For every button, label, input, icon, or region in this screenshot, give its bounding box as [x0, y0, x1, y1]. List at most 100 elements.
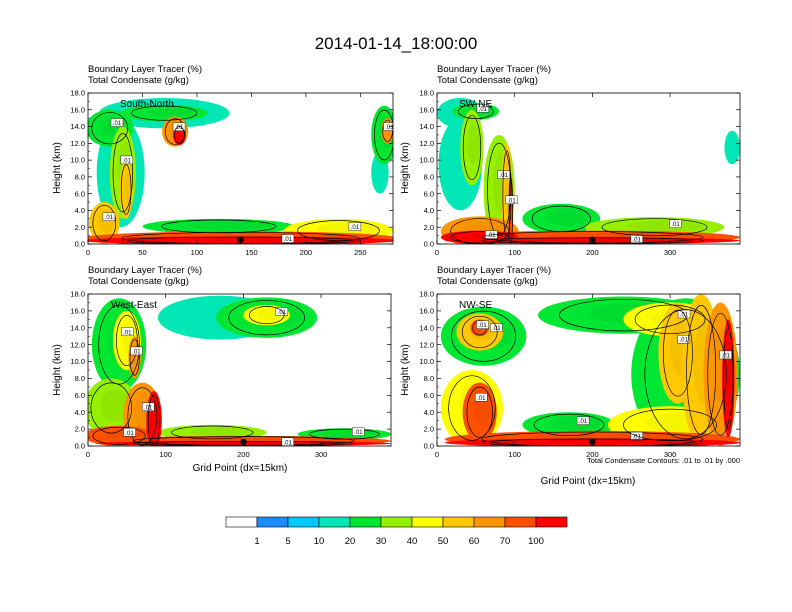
condensate-contour: [297, 220, 380, 241]
tracer-core-20: [545, 209, 589, 226]
contour-label: .01: [113, 121, 122, 127]
x-tick-label: 0: [86, 450, 90, 459]
x-axis-title: Grid Point (dx=15km): [193, 463, 288, 474]
condensate-contour: [98, 304, 140, 385]
y-tick-label: 18.0: [419, 290, 434, 299]
contour-label: .01: [278, 310, 287, 316]
contour-label-box: [669, 219, 682, 228]
condensate-contour: [382, 119, 393, 142]
tracer-core-50: [123, 170, 131, 203]
y-tick-label: 8.0: [75, 172, 85, 181]
contour-label-box: [110, 118, 124, 127]
contour-label-box: [475, 393, 488, 402]
condensate-contour: [644, 309, 727, 440]
condensate-contour: [127, 387, 158, 446]
x-tick-label: 300: [664, 450, 677, 459]
y-tick-label: 18.0: [70, 290, 85, 299]
condensate-contour: [531, 205, 591, 233]
condensate-contour: [131, 105, 198, 121]
contour-label-box: [121, 327, 134, 337]
tracer-core-20: [325, 430, 378, 437]
condensate-contour: [450, 218, 510, 244]
contour-label-box: [142, 402, 155, 412]
contour-label-box: [281, 234, 295, 243]
y-axis: 0.0 2.0 4.0 6.0 8.0 10.0 12.0 14.0 16.0 18.0: [70, 290, 391, 451]
contour-label-box: [476, 104, 490, 113]
legend-label: 100: [528, 536, 544, 547]
contour-label: .01: [632, 237, 641, 243]
x-axis: 0 100 200 300: [435, 294, 676, 459]
tracer-core-100: [177, 237, 352, 243]
condensate-contour: [374, 109, 393, 161]
y-tick-label: 14.0: [419, 323, 434, 332]
tracer-field: [437, 98, 740, 244]
condensate-contour: [533, 413, 605, 437]
legend-swatch: [473, 516, 506, 528]
condensate-contour: [92, 204, 117, 242]
y-axis-title: Height (km): [400, 142, 411, 194]
contour-label: .01: [125, 431, 134, 437]
surface-marker: [589, 438, 596, 445]
y-tick-label: 8.0: [424, 374, 434, 383]
condensate-contour: [601, 218, 708, 237]
tracer-core-30: [100, 388, 131, 422]
x-tick-label: 200: [237, 450, 250, 459]
x-tick-label: 150: [245, 248, 258, 257]
condensate-contour: [92, 426, 146, 445]
contour-label: .01: [632, 435, 641, 441]
legend-label: 1: [254, 536, 259, 547]
color-legend: 1 5 10 20 30 40 50 60 70 100: [225, 516, 568, 547]
contour-label: .01: [354, 430, 363, 436]
x-tick-label: 200: [586, 248, 599, 257]
condensate-contour: [461, 315, 498, 349]
contour-label: .01: [283, 440, 292, 446]
y-tick-label: 14.0: [419, 122, 434, 131]
contour-label-box: [275, 307, 289, 316]
contour-label: Total Condensate (g/kg): [88, 75, 189, 86]
y-tick-label: 0.0: [424, 240, 434, 249]
contour-label: .01: [105, 215, 114, 221]
condensate-contour: [90, 382, 133, 434]
condensate-contour: [466, 386, 493, 438]
y-axis-title: Height (km): [52, 344, 63, 396]
y-tick-label: 8.0: [75, 374, 85, 383]
condensate-contour: [451, 310, 517, 362]
contour-label: .01: [479, 107, 488, 113]
y-tick-label: 2.0: [424, 425, 434, 434]
contour-label: Total Condensate (g/kg): [88, 276, 189, 287]
field-label: Boundary Layer Tracer (%): [88, 64, 202, 75]
condensate-contour: [623, 408, 718, 442]
panel-south-north: Boundary Layer Tracer (%) Total Condensa…: [52, 64, 394, 257]
contour-label: .01: [487, 233, 496, 239]
contour-label-box: [348, 222, 362, 231]
y-tick-label: 12.0: [70, 340, 85, 349]
condensate-contour: [707, 312, 734, 436]
x-tick-label: 100: [191, 248, 204, 257]
x-tick-label: 50: [138, 248, 146, 257]
x-tick-label: 0: [86, 248, 90, 257]
y-tick-label: 14.0: [70, 122, 85, 131]
y-tick-label: 2.0: [424, 223, 434, 232]
y-tick-label: 0.0: [75, 442, 85, 451]
legend-swatch: [442, 516, 475, 528]
tracer-core-20: [550, 416, 602, 431]
panel-sw-ne: Boundary Layer Tracer (%) Total Condensa…: [400, 64, 741, 257]
condensate-contour: [686, 305, 717, 435]
field-label: Boundary Layer Tracer (%): [437, 265, 551, 276]
tracer-core-20: [146, 107, 195, 117]
y-axis: 0.0 2.0 4.0 6.0 8.0 10.0 12.0 14.0 16.0 18.0: [419, 290, 740, 451]
y-tick-label: 0.0: [424, 442, 434, 451]
y-axis: 0.0 2.0 4.0 6.0 8.0 10.0 12.0 14.0 16.0 18.0: [70, 89, 393, 249]
y-axis-title: Height (km): [400, 344, 411, 396]
x-tick-label: 250: [354, 248, 367, 257]
contour-label: .01: [132, 349, 141, 355]
legend-swatch: [349, 516, 382, 528]
contour-label-box: [120, 155, 133, 165]
y-tick-label: 10.0: [70, 156, 85, 165]
legend-label: 50: [438, 536, 449, 547]
condensate-contour: [462, 115, 482, 180]
condensate-contour: [129, 339, 140, 376]
contour-label-box: [505, 195, 518, 205]
x-axis-title: Grid Point (dx=15km): [541, 476, 636, 487]
contour-label-box: [476, 320, 489, 329]
